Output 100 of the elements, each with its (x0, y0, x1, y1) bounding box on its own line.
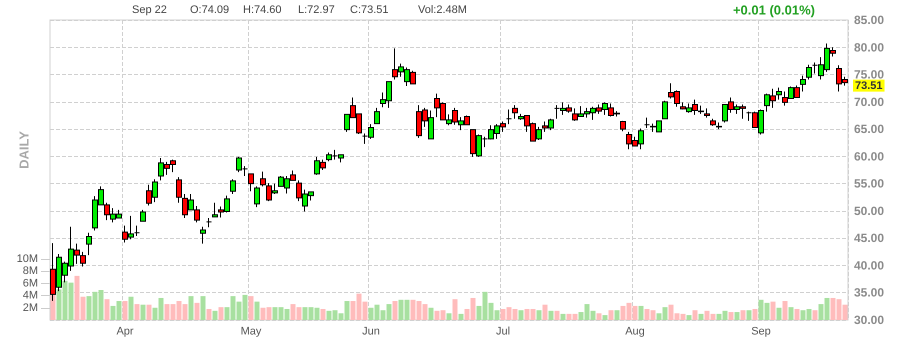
y-tick-label: 85.00 (854, 13, 884, 27)
x-tick-label: Sep (751, 326, 771, 338)
bar (518, 310, 524, 320)
candlestick (230, 178, 236, 194)
bar (734, 312, 740, 320)
candlestick (776, 87, 782, 100)
bar (686, 315, 692, 320)
bar (692, 310, 698, 320)
bar (452, 299, 458, 320)
candlestick (248, 173, 254, 192)
bar (320, 308, 326, 320)
bar (614, 310, 620, 320)
candlestick (260, 171, 266, 187)
text: H:74.60 (243, 4, 282, 16)
candlestick (200, 226, 206, 244)
bar (746, 310, 752, 320)
text: O:74.09 (190, 4, 230, 16)
bar (50, 294, 56, 320)
y-tick-label: 65.00 (854, 122, 884, 136)
y-tick-label: 60.00 (854, 149, 884, 164)
candlestick (800, 75, 806, 92)
candlestick (374, 107, 380, 124)
bar (140, 304, 146, 320)
candlestick (140, 209, 146, 222)
bar (548, 310, 554, 320)
candlestick (86, 232, 92, 256)
candlestick (662, 100, 668, 120)
text: Sep 22 (132, 4, 167, 16)
candlestick (716, 122, 722, 130)
bar (770, 302, 776, 320)
bar (188, 296, 194, 320)
candlestick (212, 202, 218, 218)
y2-tick-label: 2M (22, 302, 38, 314)
bar (446, 313, 452, 320)
y-tick-label: 50.00 (854, 204, 884, 218)
bar (218, 307, 224, 320)
text: +0.01 (0.01%) (732, 2, 815, 18)
bar (254, 302, 260, 320)
candlestick (806, 64, 812, 80)
bar (608, 310, 614, 320)
y-tick-label: 70.00 (854, 94, 884, 109)
candlestick (206, 218, 212, 228)
bar (428, 308, 434, 320)
bar (812, 310, 818, 320)
bar (458, 314, 464, 320)
x-tick-label: Aug (625, 326, 645, 338)
bar (206, 308, 212, 320)
bar (122, 301, 128, 320)
bar (536, 310, 542, 320)
bar (794, 308, 800, 320)
y2-tick-label: 10M (16, 252, 38, 265)
bar (752, 308, 758, 320)
candlestick (506, 108, 512, 125)
y-tick-label: 40.00 (854, 258, 884, 272)
bar (596, 313, 602, 320)
y-tick-label: 45.00 (854, 231, 884, 246)
x-tick-label: May (240, 326, 262, 338)
candlestick (710, 118, 716, 126)
bar (602, 315, 608, 320)
x-tick-label: Jun (362, 326, 380, 338)
bar (200, 296, 206, 320)
y-tick-label: 35.00 (854, 286, 884, 300)
bar (728, 312, 734, 320)
text: Vol:2.48M (418, 4, 467, 16)
candlestick (704, 108, 710, 118)
y2-tick-label: 8M (22, 265, 38, 278)
x-tick-label: Apr (116, 326, 134, 338)
bar (104, 299, 110, 320)
bar (698, 314, 704, 320)
bar (638, 306, 644, 320)
y-tick-label: 55.00 (854, 176, 884, 191)
bar (212, 310, 218, 320)
bar (788, 307, 794, 320)
bar (542, 304, 548, 320)
bar (782, 301, 788, 320)
candlestick (644, 117, 650, 128)
bar (248, 296, 254, 320)
bar (776, 308, 782, 320)
bar (146, 304, 152, 320)
candlestick (620, 120, 626, 132)
candlestick (134, 225, 140, 236)
bar (740, 310, 746, 320)
x-tick-label: Jul (496, 326, 510, 338)
y-tick-label: 75.00 (854, 68, 884, 82)
bar (560, 314, 566, 320)
y2-tick-label: 4M (22, 290, 38, 302)
bar (194, 302, 200, 320)
bar (554, 310, 560, 320)
candlestick (176, 176, 182, 204)
bar (134, 304, 140, 320)
y-tick-label: 80.00 (854, 40, 884, 54)
bar (392, 301, 398, 320)
candlestick (512, 104, 518, 120)
text: C:73.51 (350, 4, 389, 16)
candlestick (254, 186, 260, 208)
text: L:72.97 (298, 4, 335, 16)
y2-tick-label: 6M (22, 277, 38, 290)
bar (128, 296, 134, 320)
text: DAILY (16, 130, 32, 169)
text: 73.51 (855, 80, 883, 92)
